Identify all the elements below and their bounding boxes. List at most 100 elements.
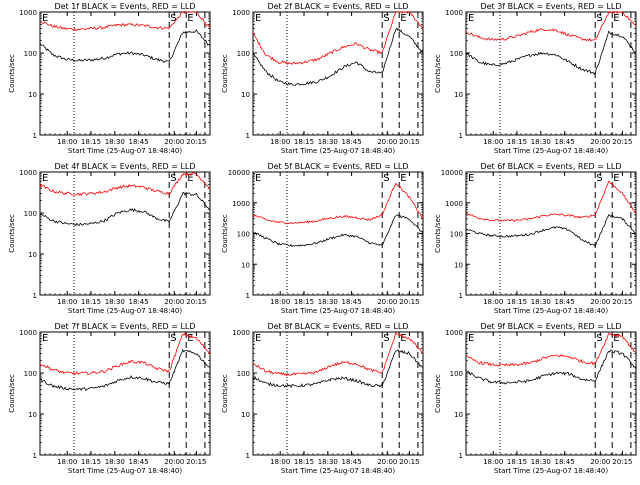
marker-e: E: [42, 333, 48, 344]
y-tick-label: 10: [28, 411, 37, 419]
y-tick-label: 1000: [19, 169, 37, 177]
x-tick-label: 18:45: [555, 138, 575, 146]
y-tick-label: 10: [454, 411, 463, 419]
chart-panel-1: Det 1f BLACK = Events, RED = LLD 1 10 100 10…: [8, 2, 211, 155]
chart-panel-2: Det 2f BLACK = Events, RED = LLD 1 10 100 10…: [221, 2, 424, 155]
x-tick-label: 18:15: [81, 138, 101, 146]
series-line-lld: [252, 213, 383, 225]
y-tick-label: 1000: [19, 9, 37, 17]
panel-title: Det 4f BLACK = Events, RED = LLD: [54, 162, 195, 171]
y-axis-label: Counts/sec: [434, 374, 442, 413]
series-line-lld: [465, 354, 596, 367]
y-tick-label: 1: [459, 132, 463, 140]
y-tick-label: 10: [28, 91, 37, 99]
series-line-events: [465, 51, 596, 75]
y-axis-label: Counts/sec: [434, 214, 442, 253]
marker-s: S: [383, 13, 389, 24]
x-tick-label: 18:15: [507, 138, 527, 146]
marker-s: S: [170, 333, 176, 344]
x-tick-label: 20:00: [164, 458, 184, 466]
x-tick-label: 18:00: [57, 138, 77, 146]
panel-title: Det 7f BLACK = Events, RED = LLD: [54, 322, 195, 331]
marker-s: S: [596, 173, 602, 184]
series-line-events: [39, 208, 170, 227]
panel-title: Det 5f BLACK = Events, RED = LLD: [267, 162, 408, 171]
series-line-lld: [39, 360, 170, 376]
y-tick-label: 1000: [445, 9, 463, 17]
series-tail-lld: [594, 180, 637, 215]
y-tick-label: 100: [24, 50, 37, 58]
y-tick-label: 1000: [232, 329, 250, 337]
x-tick-label: 18:45: [129, 138, 149, 146]
marker-s: S: [383, 173, 389, 184]
y-tick-label: 100: [24, 210, 37, 218]
series-line-events: [252, 231, 383, 248]
marker-e: E: [187, 333, 193, 344]
x-tick-label: 20:00: [164, 138, 184, 146]
x-tick-label: 18:30: [531, 298, 551, 306]
series-tail-events: [381, 349, 424, 387]
panel-title: Det 2f BLACK = Events, RED = LLD: [267, 2, 408, 11]
y-tick-label: 1: [246, 132, 250, 140]
y-tick-label: 10: [241, 411, 250, 419]
series-tail-events: [594, 349, 637, 383]
x-tick-label: 18:45: [342, 298, 362, 306]
series-line-events: [466, 370, 596, 385]
panel-title: Det 6f BLACK = Events, RED = LLD: [480, 162, 621, 171]
x-axis-label: Start Time (25-Aug-07 18:48:40): [281, 467, 395, 475]
marker-e: E: [468, 173, 474, 184]
y-tick-label: 10: [241, 261, 250, 269]
series-line-lld: [465, 212, 596, 222]
series-tail-events: [594, 213, 637, 247]
marker-e: E: [400, 173, 406, 184]
y-tick-label: 100: [237, 50, 250, 58]
plot-frame: [252, 171, 424, 296]
x-tick-label: 18:15: [507, 458, 527, 466]
series-line-events: [252, 376, 383, 389]
x-axis-label: Start Time (25-Aug-07 18:48:40): [494, 307, 608, 315]
x-axis-label: Start Time (25-Aug-07 18:48:40): [68, 307, 182, 315]
x-tick-label: 20:00: [377, 138, 397, 146]
x-axis-label: Start Time (25-Aug-07 18:48:40): [281, 307, 395, 315]
y-axis-label: Counts/sec: [221, 374, 229, 413]
x-tick-label: 20:15: [612, 138, 632, 146]
y-tick-label: 1: [33, 132, 37, 140]
x-tick-label: 18:30: [531, 458, 551, 466]
y-axis-label: Counts/sec: [8, 214, 16, 253]
series-tail-lld: [381, 11, 424, 53]
x-tick-label: 18:00: [483, 458, 503, 466]
marker-s: S: [596, 333, 602, 344]
x-tick-label: 20:15: [399, 298, 419, 306]
series-tail-lld: [168, 332, 211, 371]
marker-e: E: [468, 13, 474, 24]
plot-frame: [465, 171, 637, 296]
x-tick-label: 18:45: [129, 458, 149, 466]
x-tick-label: 18:45: [555, 458, 575, 466]
chart-panel-8: Det 8f BLACK = Events, RED = LLD 1 10 100 10…: [221, 322, 424, 475]
series-tail-events: [594, 30, 637, 74]
y-tick-label: 1: [33, 292, 37, 300]
y-tick-label: 1000: [232, 200, 250, 208]
marker-e: E: [613, 173, 619, 184]
x-tick-label: 20:15: [612, 298, 632, 306]
series-tail-events: [168, 348, 211, 385]
marker-e: E: [187, 173, 193, 184]
y-tick-label: 100: [450, 370, 463, 378]
marker-s: S: [383, 333, 389, 344]
x-tick-label: 18:00: [270, 298, 290, 306]
x-tick-label: 20:15: [399, 138, 419, 146]
panel-title: Det 9f BLACK = Events, RED = LLD: [480, 322, 621, 331]
y-tick-label: 1000: [445, 329, 463, 337]
y-tick-label: 1: [33, 452, 37, 460]
plot-frame: [39, 11, 211, 136]
x-tick-label: 18:15: [294, 458, 314, 466]
x-tick-label: 18:30: [318, 298, 338, 306]
y-tick-label: 10: [454, 91, 463, 99]
y-tick-label: 1000: [445, 200, 463, 208]
x-tick-label: 20:15: [186, 458, 206, 466]
x-axis-label: Start Time (25-Aug-07 18:48:40): [68, 147, 182, 155]
x-tick-label: 18:45: [342, 138, 362, 146]
y-tick-label: 1000: [232, 9, 250, 17]
x-tick-label: 18:15: [294, 138, 314, 146]
